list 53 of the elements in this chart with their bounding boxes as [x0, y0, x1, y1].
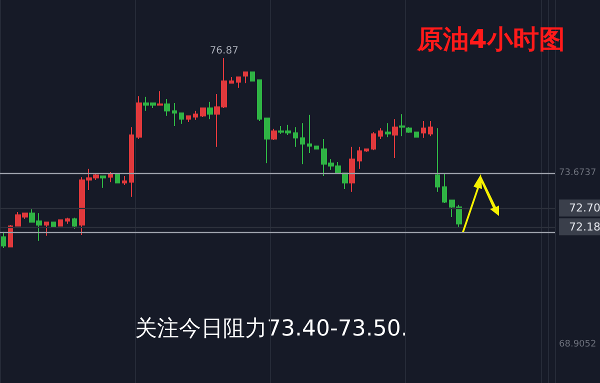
candlestick	[293, 126, 298, 148]
ref-line-label: 72.70	[569, 202, 600, 215]
candlestick	[164, 98, 170, 116]
candlestick	[399, 114, 405, 137]
candlestick	[428, 120, 433, 137]
candlestick	[250, 71, 255, 82]
annotation: 关注今日阻力73.40-73.50.	[135, 316, 408, 342]
candlestick	[108, 172, 113, 183]
candlestick	[349, 146, 355, 192]
candlestick	[435, 128, 440, 192]
candlestick	[65, 217, 70, 224]
text: 原油4小时图	[416, 25, 566, 55]
candlestick	[264, 118, 270, 164]
candlestick	[257, 79, 262, 122]
candlestick	[414, 132, 419, 138]
candlestick	[421, 120, 426, 138]
candlestick	[179, 112, 184, 124]
candlestick	[300, 122, 305, 165]
candlestick	[122, 176, 127, 186]
candlestick	[186, 115, 191, 123]
candlestick	[385, 122, 391, 138]
candlestick	[357, 146, 362, 170]
candlestick	[44, 222, 49, 236]
candlestick	[136, 96, 142, 140]
candlestick	[392, 118, 398, 159]
candlestick	[157, 90, 163, 106]
candlestick	[172, 102, 177, 126]
candlestick	[8, 224, 13, 248]
candlestick	[58, 219, 63, 227]
ref-line-label: 72.18	[569, 220, 600, 234]
candlestick	[207, 101, 213, 120]
candlestick	[229, 76, 234, 84]
candlestick	[100, 176, 106, 188]
candlestick	[271, 128, 277, 141]
candlestick	[307, 114, 312, 154]
candlestick	[314, 146, 319, 150]
candlestick	[200, 107, 206, 118]
candlestick	[364, 148, 369, 152]
candlestick	[442, 172, 447, 204]
candlestick	[72, 217, 77, 230]
annotation: 76.87	[210, 45, 238, 56]
candlestick	[51, 222, 56, 228]
candlestick	[236, 76, 241, 88]
candlestick	[129, 126, 134, 198]
candlestick	[406, 126, 412, 134]
candlestick	[243, 71, 248, 84]
candlestick	[1, 231, 6, 249]
y-tick-label: 68.9052	[559, 340, 596, 350]
candlestick	[193, 110, 198, 120]
candlestick	[378, 128, 383, 140]
candlestick	[115, 173, 120, 184]
candlestick	[371, 132, 376, 151]
y-tick-label: 73.6737	[559, 168, 596, 178]
